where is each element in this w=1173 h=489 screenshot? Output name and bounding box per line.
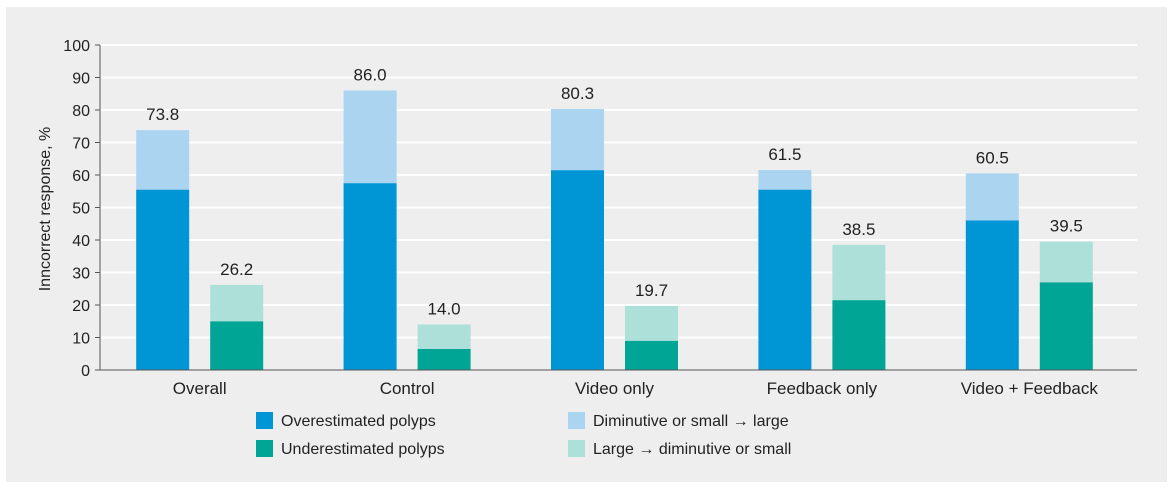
bar-overestimated-segment-1: [343, 183, 397, 370]
bar-overestimated-segment-1: [758, 189, 812, 370]
bar-total-label: 19.7: [635, 281, 668, 300]
axes: 0 10 20 30 40 50 60 70 80 90 100 Overall Control Vide…: [63, 38, 1137, 398]
y-tick-label: 20: [72, 298, 90, 315]
bar-total-label: 80.3: [561, 84, 594, 103]
legend-swatch: [568, 412, 585, 429]
bar-underestimated-segment-2: [625, 305, 678, 341]
bar-total-label: 60.5: [976, 148, 1009, 167]
bar-underestimated-segment-1: [417, 348, 471, 370]
y-tick-label: 10: [72, 331, 90, 348]
y-tick-label: 90: [72, 71, 90, 88]
bar-overestimated-segment-2: [136, 130, 190, 190]
legend-label: Diminutive or small → large: [593, 413, 789, 430]
bar-total-label: 73.8: [146, 105, 179, 124]
bar-total-label: 14.0: [428, 300, 461, 319]
gridlines: [100, 44, 1137, 339]
bar-underestimated-segment-1: [625, 340, 678, 370]
y-tick-label: 50: [72, 201, 90, 218]
legend-item: Underestimated polyps: [256, 440, 445, 458]
bar-underestimated-segment-2: [832, 244, 886, 301]
legend-label: Overestimated polyps: [281, 413, 436, 430]
y-tick-label: 40: [72, 233, 90, 250]
legend-item: Large → diminutive or small: [568, 440, 791, 458]
x-category-label: Feedback only: [767, 379, 878, 398]
x-category-label: Control: [380, 379, 435, 398]
y-tick-label: 0: [81, 363, 90, 380]
bar-underestimated-segment-2: [417, 324, 471, 349]
x-category-label: Overall: [173, 379, 227, 398]
y-tick-label: 70: [72, 136, 90, 153]
legend-item: Overestimated polyps: [256, 412, 436, 430]
legend-label: Underestimated polyps: [281, 441, 445, 458]
bar-underestimated-segment-2: [1039, 241, 1093, 283]
legend-swatch: [568, 440, 585, 457]
bar-total-label: 86.0: [354, 66, 387, 85]
legend: Overestimated polyps Diminutive or small …: [256, 412, 791, 458]
bars: [136, 90, 1093, 370]
y-axis-label: Inncorrect response, %: [37, 127, 54, 292]
bar-overestimated-segment-2: [758, 170, 812, 190]
bar-overestimated-segment-2: [965, 173, 1019, 221]
bar-total-label: 26.2: [220, 260, 253, 279]
x-category-label: Video only: [575, 379, 655, 398]
y-tick-label: 30: [72, 266, 90, 283]
data-labels: 73.8 26.2 86.0 14.0 80.3 19.7 61.5 38.5 60.5 39.5: [146, 66, 1083, 319]
bar-overestimated-segment-1: [551, 170, 604, 370]
y-tick-label: 80: [72, 103, 90, 120]
bar-underestimated-segment-1: [832, 300, 886, 370]
x-category-label: Video + Feedback: [961, 379, 1099, 398]
bar-overestimated-segment-1: [965, 220, 1019, 370]
y-tick-label: 60: [72, 168, 90, 185]
bar-underestimated-segment-1: [1039, 282, 1093, 370]
bar-overestimated-segment-2: [551, 109, 604, 171]
bar-underestimated-segment-1: [210, 321, 264, 370]
legend-label: Large → diminutive or small: [593, 441, 791, 458]
bar-total-label: 61.5: [768, 145, 801, 164]
bar-total-label: 39.5: [1050, 217, 1083, 236]
bar-overestimated-segment-1: [136, 189, 190, 370]
legend-swatch: [256, 440, 273, 457]
y-tick-label: 100: [63, 38, 90, 55]
legend-swatch: [256, 412, 273, 429]
bar-overestimated-segment-2: [343, 90, 397, 184]
legend-item: Diminutive or small → large: [568, 412, 789, 430]
bar-underestimated-segment-2: [210, 284, 264, 322]
bar-total-label: 38.5: [842, 220, 875, 239]
